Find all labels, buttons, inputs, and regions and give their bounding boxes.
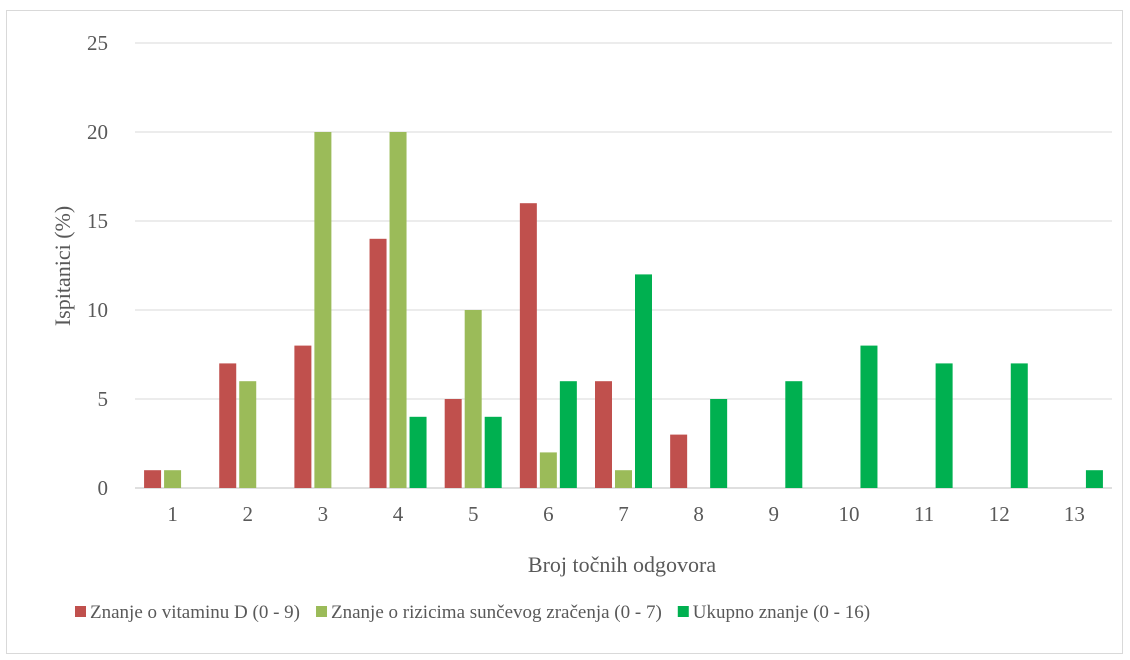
bar (635, 274, 652, 488)
y-tick-label: 0 (98, 476, 109, 500)
bar (464, 310, 482, 488)
x-tick-label: 10 (838, 502, 859, 526)
bar (409, 416, 427, 488)
bar (559, 381, 577, 488)
bar (935, 363, 953, 488)
bar (484, 416, 502, 488)
gridlines (135, 42, 1112, 489)
bar (444, 399, 462, 488)
x-tick-label: 2 (242, 502, 253, 526)
x-tick-label: 9 (769, 502, 780, 526)
x-tick-label: 1 (167, 502, 178, 526)
bar (710, 399, 728, 488)
bar (615, 470, 632, 488)
x-tick-label: 11 (914, 502, 934, 526)
bar (219, 363, 237, 488)
y-axis-ticks: 0 5 10 15 20 25 (87, 31, 108, 500)
bar (239, 381, 257, 488)
x-tick-label: 3 (318, 502, 329, 526)
legend-label: Znanje o rizicima sunčevog zračenja (0 -… (331, 602, 662, 623)
bar (144, 470, 162, 488)
bar (670, 434, 688, 488)
x-tick-label: 4 (393, 502, 404, 526)
x-axis-ticks: 1 2 3 4 5 6 7 8 9 10 11 12 13 (167, 502, 1085, 526)
legend-label: Ukupno znanje (0 - 16) (693, 602, 870, 623)
chart-frame (6, 10, 1123, 654)
legend-label: Znanje o vitaminu D (0 - 9) (90, 602, 300, 623)
bar (1085, 470, 1103, 488)
y-tick-label: 20 (87, 120, 108, 144)
bar (294, 345, 312, 488)
legend-swatch (677, 606, 689, 617)
bars (144, 132, 1103, 488)
y-tick-label: 5 (98, 387, 109, 411)
bar (389, 132, 407, 488)
y-tick-label: 25 (87, 31, 108, 55)
x-tick-label: 13 (1064, 502, 1085, 526)
bar (519, 203, 537, 488)
x-tick-label: 7 (618, 502, 629, 526)
legend-swatch (75, 606, 86, 617)
legend: Znanje o vitaminu D (0 - 9) Znanje o rizi… (75, 602, 870, 623)
x-tick-label: 6 (543, 502, 554, 526)
bar (539, 452, 557, 488)
bar (860, 345, 878, 488)
bar (595, 381, 612, 488)
bar (369, 238, 387, 488)
bar (314, 132, 332, 488)
bar (785, 381, 803, 488)
bar (164, 470, 182, 488)
y-tick-label: 15 (87, 209, 108, 233)
y-tick-label: 10 (87, 298, 108, 322)
legend-swatch (316, 606, 328, 617)
x-axis-title: Broj točnih odgovora (528, 552, 716, 577)
bar (1010, 363, 1028, 488)
y-axis-title: Ispitanici (%) (50, 206, 75, 326)
x-tick-label: 8 (693, 502, 704, 526)
x-tick-label: 5 (468, 502, 479, 526)
x-tick-label: 12 (989, 502, 1010, 526)
